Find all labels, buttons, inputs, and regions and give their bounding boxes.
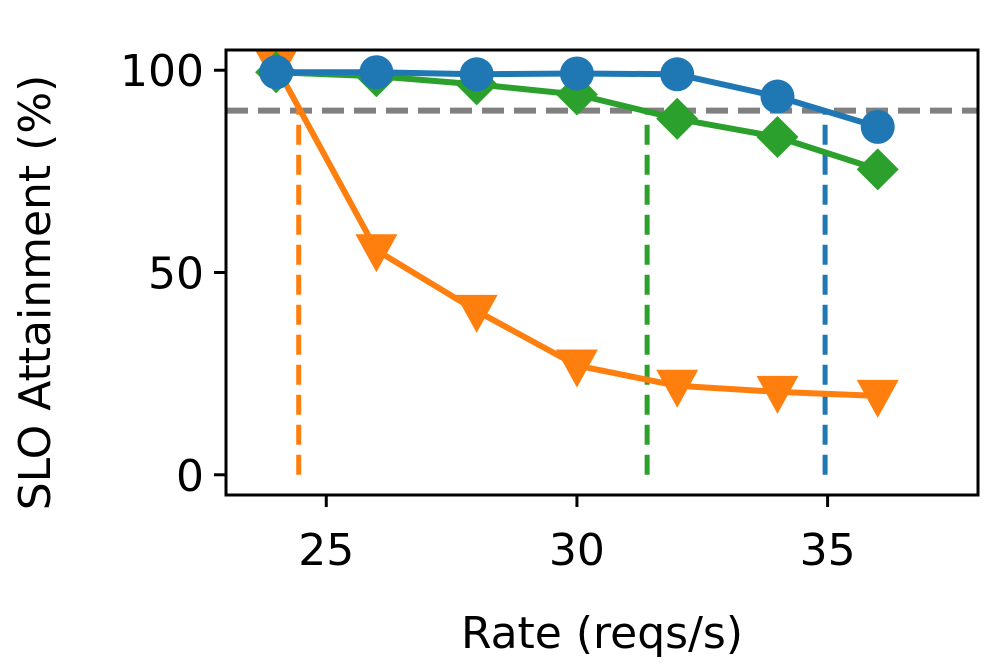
blue-circle-series-point-26: [359, 55, 394, 90]
orange-triangle-series-point-34: [756, 375, 799, 414]
green-diamond-series-point-34: [756, 115, 799, 158]
y-axis-ticks: 0 50 100: [120, 46, 226, 502]
orange-triangle-series-point-32: [656, 369, 699, 408]
blue-circle-series-point-32: [660, 57, 695, 92]
orange-triangle-series-point-36: [856, 379, 899, 418]
blue-circle-series-point-28: [459, 57, 494, 92]
orange-triangle-series-line: [273, 64, 878, 399]
y-tick-label-100: 100: [120, 46, 204, 97]
blue-circle-series-point-24: [259, 55, 294, 90]
x-tick-label-25: 25: [298, 525, 354, 576]
green-diamond-series-point-36: [856, 148, 899, 191]
blue-circle-series-point-34: [760, 79, 795, 114]
plot-area: [226, 50, 978, 475]
blue-circle-series-point-36: [860, 109, 895, 144]
orange-triangle-series-point-28: [455, 294, 498, 333]
blue-circle-series-point-30: [559, 56, 594, 91]
x-axis-label: Rate (reqs/s): [461, 608, 743, 659]
y-tick-label-0: 0: [176, 451, 204, 502]
orange-triangle-series-point-30: [555, 349, 598, 388]
y-axis-label: SLO Attainment (%): [10, 75, 61, 511]
x-axis-ticks: 25 30 35: [298, 495, 856, 576]
x-tick-label-35: 35: [800, 525, 856, 576]
y-tick-label-50: 50: [148, 249, 204, 300]
x-tick-label-30: 30: [549, 525, 605, 576]
orange-triangle-series-point-26: [355, 234, 398, 273]
green-diamond-series-point-32: [656, 97, 699, 140]
